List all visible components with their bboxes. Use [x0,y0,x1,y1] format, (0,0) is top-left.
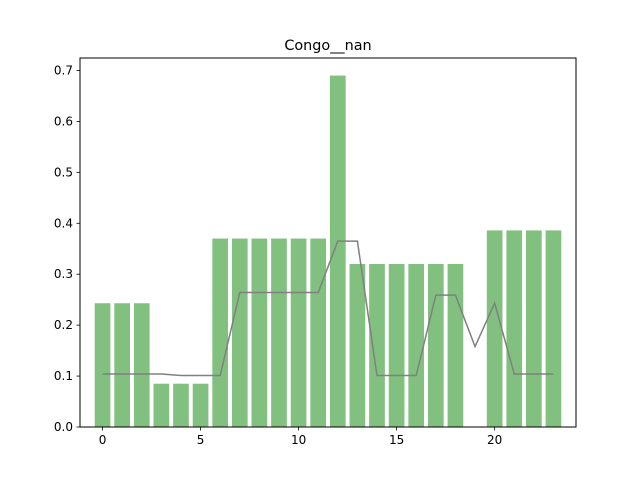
x-tick-label: 10 [291,433,306,447]
bar [133,303,150,427]
bar [173,383,189,427]
y-tick-label: 0.7 [54,63,73,77]
bar [114,303,130,427]
y-tick-label: 0.0 [54,420,73,434]
bar [349,264,366,427]
y-tick-label: 0.3 [54,267,73,281]
chart-title: Congo__nan [284,38,371,54]
y-tick-label: 0.4 [54,216,73,230]
bar [153,383,170,427]
bar [310,238,327,427]
bar [427,264,444,427]
bar [545,230,562,427]
bar [271,238,287,427]
y-tick-label: 0.1 [54,369,73,383]
bar [506,230,523,427]
bar [94,303,111,427]
bar [526,230,542,427]
bar [408,264,425,427]
bar [192,383,209,427]
bar [369,264,385,427]
bar [290,238,307,427]
bar [447,264,464,427]
x-tick-label: 20 [487,433,502,447]
x-tick-label: 0 [99,433,107,447]
line-series [102,240,554,377]
y-tick-label: 0.6 [54,114,73,128]
bar [486,230,503,427]
bar [231,238,248,427]
y-tick-label: 0.5 [54,165,73,179]
bar [212,238,229,427]
x-tick-label: 15 [389,433,404,447]
bars-group [94,75,562,428]
x-axis: 0 5 10 15 20 [99,427,502,447]
y-tick-label: 0.2 [54,318,73,332]
bar [251,238,268,427]
bar [329,75,346,428]
y-axis: 0.0 0.1 0.2 0.3 0.4 0.5 0.6 0.7 [54,63,80,434]
plot-frame [79,57,577,428]
x-tick-label: 5 [197,433,205,447]
line-group [102,240,554,377]
bar [388,264,405,427]
